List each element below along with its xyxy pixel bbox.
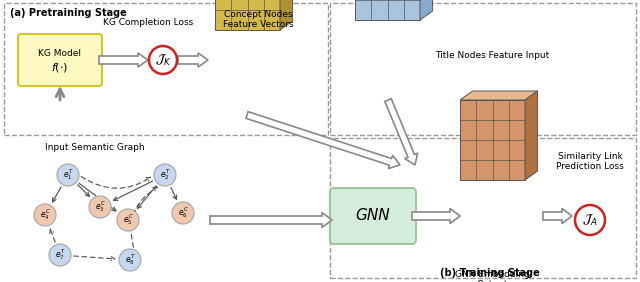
Text: $e_6^C$: $e_6^C$	[177, 206, 188, 221]
Text: GNN: GNN	[356, 208, 390, 224]
Circle shape	[89, 196, 111, 218]
Bar	[330, 3, 636, 135]
FancyBboxPatch shape	[18, 34, 102, 86]
Polygon shape	[178, 53, 208, 67]
Circle shape	[172, 202, 194, 224]
Polygon shape	[420, 0, 433, 20]
Text: (a) Pretraining Stage: (a) Pretraining Stage	[10, 8, 127, 18]
Polygon shape	[525, 91, 538, 180]
Polygon shape	[412, 208, 460, 224]
Circle shape	[34, 204, 56, 226]
Text: GNN Embedding
Output: GNN Embedding Output	[454, 270, 529, 282]
Polygon shape	[280, 0, 292, 30]
Polygon shape	[355, 0, 420, 20]
Circle shape	[154, 164, 176, 186]
Polygon shape	[99, 53, 148, 67]
Text: Title Nodes Feature Input: Title Nodes Feature Input	[435, 50, 549, 60]
Text: (b) Training Stage: (b) Training Stage	[440, 268, 540, 278]
Text: Similarity Link
Prediction Loss: Similarity Link Prediction Loss	[556, 152, 624, 171]
Text: $e_4^C$: $e_4^C$	[40, 208, 51, 222]
Text: $e_3^C$: $e_3^C$	[95, 200, 106, 214]
Circle shape	[57, 164, 79, 186]
Text: Input Semantic Graph: Input Semantic Graph	[45, 143, 145, 152]
Text: KG Model: KG Model	[38, 49, 81, 58]
Circle shape	[119, 249, 141, 271]
Polygon shape	[543, 208, 572, 224]
Circle shape	[575, 205, 605, 235]
FancyBboxPatch shape	[330, 188, 416, 244]
Polygon shape	[460, 91, 538, 100]
Text: $e_8^T$: $e_8^T$	[125, 253, 136, 267]
Polygon shape	[460, 100, 525, 180]
Bar	[330, 138, 636, 278]
Text: $f(\cdot)$: $f(\cdot)$	[51, 61, 68, 74]
Circle shape	[117, 209, 139, 231]
Text: $e_1^T$: $e_1^T$	[63, 168, 74, 182]
Text: $e_2^T$: $e_2^T$	[159, 168, 170, 182]
Text: KG Completion Loss: KG Completion Loss	[103, 18, 193, 27]
Text: $e_7^T$: $e_7^T$	[54, 248, 65, 263]
Polygon shape	[385, 99, 418, 165]
Polygon shape	[210, 213, 332, 228]
Circle shape	[149, 46, 177, 74]
Polygon shape	[246, 112, 400, 169]
Text: $\mathcal{J}_K$: $\mathcal{J}_K$	[155, 52, 171, 68]
Text: $e_5^C$: $e_5^C$	[123, 213, 133, 228]
Text: Concept Nodes
Feature Vectors: Concept Nodes Feature Vectors	[223, 10, 293, 29]
Text: $\mathcal{J}_A$: $\mathcal{J}_A$	[582, 212, 598, 228]
Polygon shape	[215, 0, 280, 30]
Bar	[4, 3, 328, 135]
Circle shape	[49, 244, 71, 266]
